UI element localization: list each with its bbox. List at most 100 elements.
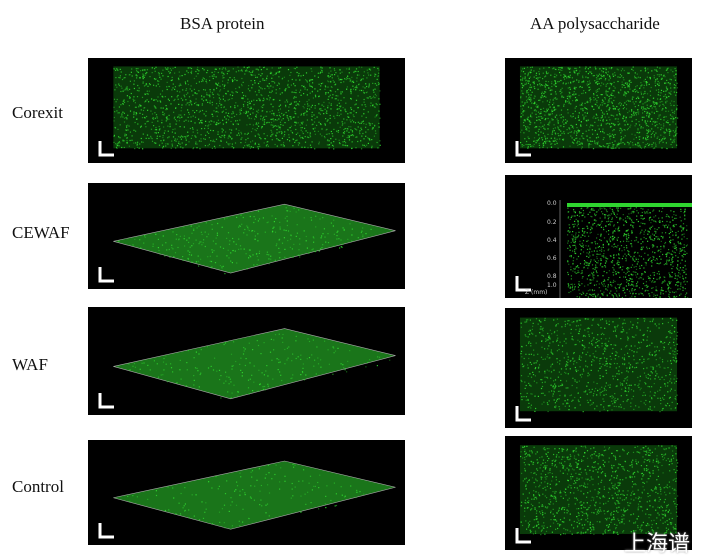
fluorescent-particle	[165, 120, 167, 122]
fluorescent-particle	[295, 335, 297, 337]
fluorescent-particle	[664, 226, 666, 228]
fluorescent-particle	[351, 130, 353, 132]
fluorescent-particle	[283, 237, 285, 239]
fluorescent-particle	[603, 132, 605, 134]
fluorescent-particle	[321, 135, 323, 137]
fluorescent-particle	[645, 139, 647, 141]
fluorescent-particle	[155, 494, 158, 497]
fluorescent-particle	[327, 107, 329, 109]
fluorescent-particle	[632, 144, 634, 146]
fluorescent-particle	[529, 121, 531, 123]
fluorescent-particle	[270, 258, 272, 260]
fluorescent-particle	[521, 70, 523, 72]
fluorescent-particle	[275, 135, 277, 137]
fluorescent-particle	[207, 256, 209, 258]
fluorescent-particle	[580, 124, 582, 126]
fluorescent-particle	[545, 118, 547, 120]
fluorescent-particle	[185, 88, 188, 90]
fluorescent-particle	[351, 141, 353, 143]
fluorescent-particle	[200, 140, 202, 142]
fluorescent-particle	[356, 85, 358, 87]
fluorescent-particle	[271, 139, 273, 141]
fluorescent-particle	[325, 112, 327, 114]
fluorescent-particle	[647, 259, 649, 261]
fluorescent-particle	[305, 503, 307, 505]
fluorescent-particle	[147, 120, 149, 122]
fluorescent-particle	[200, 80, 203, 83]
fluorescent-particle	[367, 129, 369, 131]
fluorescent-particle	[313, 114, 315, 116]
fluorescent-particle	[235, 91, 237, 93]
fluorescent-particle	[653, 245, 655, 247]
fluorescent-particle	[373, 95, 375, 97]
fluorescent-particle	[194, 111, 196, 114]
fluorescent-particle	[256, 340, 258, 342]
fluorescent-particle	[606, 110, 608, 112]
fluorescent-particle	[594, 142, 596, 144]
fluorescent-particle	[343, 133, 345, 135]
axis-orientation-icon	[98, 393, 114, 409]
fluorescent-particle	[209, 76, 211, 78]
fluorescent-particle	[577, 140, 579, 142]
fluorescent-particle	[596, 243, 599, 245]
fluorescent-particle	[601, 250, 603, 252]
fluorescent-particle	[234, 79, 236, 81]
fluorescent-particle	[590, 231, 592, 233]
fluorescent-particle	[228, 98, 231, 100]
fluorescent-particle	[270, 85, 272, 87]
fluorescent-particle	[669, 129, 671, 131]
fluorescent-particle	[555, 98, 557, 100]
fluorescent-particle	[270, 338, 272, 340]
fluorescent-particle	[259, 99, 261, 101]
fluorescent-particle	[254, 230, 256, 232]
fluorescent-particle	[554, 108, 556, 110]
fluorescent-particle	[332, 94, 334, 96]
fluorescent-particle	[623, 246, 625, 249]
fluorescent-particle	[656, 66, 658, 68]
fluorescent-particle	[174, 72, 176, 74]
fluorescent-particle	[311, 119, 313, 121]
fluorescent-particle	[286, 215, 288, 218]
fluorescent-particle	[601, 266, 603, 268]
fluorescent-particle	[163, 369, 165, 371]
fluorescent-particle	[340, 79, 342, 81]
fluorescent-particle	[279, 371, 281, 373]
fluorescent-particle	[198, 265, 200, 267]
fluorescent-particle	[265, 115, 268, 117]
fluorescent-particle	[222, 147, 224, 149]
fluorescent-particle	[228, 134, 230, 136]
fluorescent-particle	[317, 76, 319, 78]
fluorescent-particle	[306, 358, 308, 360]
fluorescent-particle	[309, 92, 311, 94]
fluorescent-particle	[349, 80, 351, 82]
fluorescent-particle	[334, 350, 337, 352]
fluorescent-particle	[313, 365, 315, 367]
fluorescent-particle	[624, 257, 627, 259]
fluorescent-particle	[650, 238, 652, 240]
fluorescent-particle	[340, 109, 342, 111]
fluorescent-particle	[631, 278, 633, 280]
fluorescent-particle	[255, 68, 257, 70]
fluorescent-particle	[539, 85, 541, 87]
fluorescent-particle	[220, 375, 222, 377]
fluorescent-particle	[226, 237, 228, 239]
fluorescent-particle	[591, 228, 593, 230]
fluorescent-particle	[216, 107, 218, 109]
fluorescent-particle	[256, 76, 258, 78]
fluorescent-particle	[582, 276, 584, 278]
fluorescent-particle	[643, 87, 645, 89]
fluorescent-particle	[308, 252, 310, 254]
fluorescent-particle	[273, 125, 275, 127]
fluorescent-particle	[266, 135, 268, 137]
fluorescent-particle	[595, 265, 597, 267]
fluorescent-particle	[652, 255, 654, 258]
fluorescent-particle	[588, 129, 590, 131]
fluorescent-particle	[642, 138, 644, 140]
fluorescent-particle	[250, 485, 252, 487]
fluorescent-particle	[644, 110, 646, 113]
fluorescent-particle	[592, 223, 594, 225]
fluorescent-particle	[667, 215, 669, 217]
fluorescent-particle	[542, 125, 544, 127]
fluorescent-particle	[143, 242, 145, 244]
fluorescent-particle	[609, 82, 611, 84]
